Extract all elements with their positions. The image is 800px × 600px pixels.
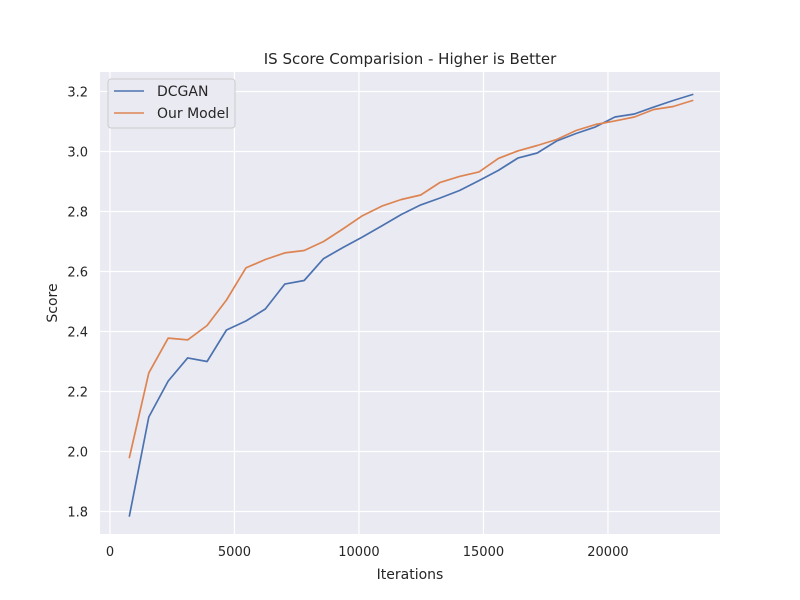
x-axis-label: Iterations — [377, 567, 444, 583]
y-axis-label: Score — [45, 283, 61, 322]
x-tick-label: 20000 — [587, 545, 628, 560]
series-line-our-model — [128, 99, 694, 459]
x-tick-labels: 0 5000 10000 15000 20000 — [106, 545, 629, 560]
legend: DCGAN Our Model — [107, 78, 236, 129]
legend-label-dcgan: DCGAN — [157, 84, 208, 100]
plot-background — [100, 72, 720, 534]
y-tick-label: 2.8 — [67, 206, 88, 221]
x-tick-label: 15000 — [463, 545, 504, 560]
y-tick-label: 3.0 — [67, 146, 88, 161]
y-tick-label: 1.8 — [67, 506, 88, 521]
x-tick-label: 5000 — [218, 545, 251, 560]
y-tick-labels: 1.8 2.0 2.2 2.4 2.6 2.8 3.0 3.2 — [67, 86, 88, 521]
y-tick-label: 2.6 — [67, 266, 88, 281]
series-line-dcgan — [128, 93, 694, 517]
y-tick-label: 2.0 — [67, 446, 88, 461]
grid-lines — [100, 72, 720, 534]
y-tick-label: 2.4 — [67, 326, 88, 341]
x-tick-label: 10000 — [338, 545, 379, 560]
series-lines — [128, 93, 694, 517]
y-tick-label: 2.2 — [67, 386, 88, 401]
chart-title: IS Score Comparision - Higher is Better — [264, 50, 557, 68]
y-tick-label: 3.2 — [67, 86, 88, 101]
x-tick-label: 0 — [106, 545, 114, 560]
legend-label-our-model: Our Model — [157, 106, 229, 122]
